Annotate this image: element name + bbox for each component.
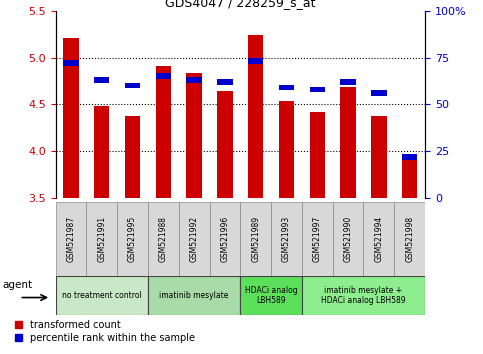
Bar	[125, 83, 140, 88]
Bar	[156, 66, 171, 198]
Bar	[394, 202, 425, 276]
Bar	[279, 85, 294, 90]
Text: imatinib mesylate +
HDACi analog LBH589: imatinib mesylate + HDACi analog LBH589	[321, 286, 406, 305]
Text: HDACi analog
LBH589: HDACi analog LBH589	[245, 286, 298, 305]
Bar	[240, 276, 302, 315]
Bar	[63, 60, 79, 66]
Text: imatinib mesylate: imatinib mesylate	[159, 291, 229, 300]
Bar	[148, 276, 241, 315]
Bar	[279, 101, 294, 198]
Bar	[248, 58, 263, 64]
Bar	[186, 74, 202, 198]
Bar	[94, 106, 110, 198]
Bar	[56, 202, 86, 276]
Bar	[217, 91, 233, 198]
Text: GSM521996: GSM521996	[220, 216, 229, 262]
Bar	[364, 202, 394, 276]
Bar	[371, 116, 386, 198]
Bar	[86, 202, 117, 276]
Bar	[117, 202, 148, 276]
Text: GSM521990: GSM521990	[343, 216, 353, 262]
Text: GSM521994: GSM521994	[374, 216, 384, 262]
Bar	[240, 202, 271, 276]
Bar	[156, 74, 171, 79]
Text: GSM521993: GSM521993	[282, 216, 291, 262]
Bar	[333, 202, 364, 276]
Bar	[271, 202, 302, 276]
Bar	[125, 116, 140, 198]
Bar	[186, 77, 202, 83]
Bar	[179, 202, 210, 276]
Bar	[94, 77, 110, 83]
Bar	[371, 90, 386, 96]
Text: GSM521991: GSM521991	[97, 216, 106, 262]
Bar	[341, 87, 356, 198]
Bar	[310, 87, 325, 92]
Bar	[310, 112, 325, 198]
Text: GSM521997: GSM521997	[313, 216, 322, 262]
Title: GDS4047 / 228259_s_at: GDS4047 / 228259_s_at	[165, 0, 315, 10]
Text: GSM521987: GSM521987	[67, 216, 75, 262]
Bar	[248, 35, 263, 198]
Text: GSM521995: GSM521995	[128, 216, 137, 262]
Text: agent: agent	[3, 280, 33, 290]
Bar	[148, 202, 179, 276]
Text: no treatment control: no treatment control	[62, 291, 142, 300]
Bar	[56, 276, 148, 315]
Text: GSM521989: GSM521989	[251, 216, 260, 262]
Text: GSM521992: GSM521992	[190, 216, 199, 262]
Bar	[302, 276, 425, 315]
Bar	[402, 154, 417, 160]
Text: GSM521988: GSM521988	[159, 216, 168, 262]
Bar	[302, 202, 333, 276]
Bar	[210, 202, 240, 276]
Bar	[63, 38, 79, 198]
Bar	[341, 79, 356, 85]
Bar	[217, 79, 233, 85]
Text: GSM521998: GSM521998	[405, 216, 414, 262]
Legend: transformed count, percentile rank within the sample: transformed count, percentile rank withi…	[14, 320, 195, 343]
Bar	[402, 158, 417, 198]
